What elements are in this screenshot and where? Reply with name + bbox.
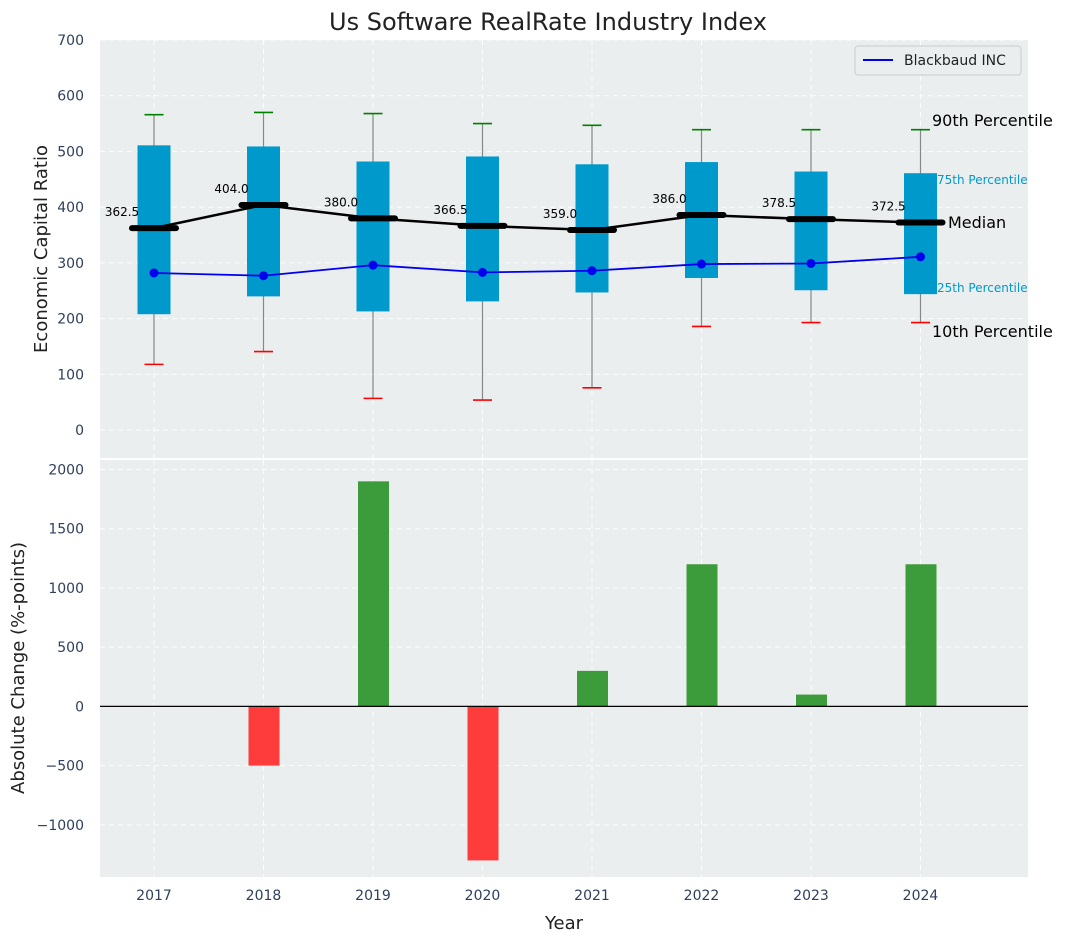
median-value-labels: 362.5 404.0 380.0 366.5 359.0 386.0 378.5 372.5 [105,182,906,221]
change-bar [905,564,937,707]
bottom-y-tick-label: −500 [46,759,84,775]
x-tick-label: 2024 [903,888,939,904]
bottom-y-axis-label: Absolute Change (%-points) [8,542,29,794]
x-tick-label: 2018 [246,888,282,904]
top-y-tick-label: 0 [75,423,84,439]
series-line [153,255,921,277]
median-value-label: 359.0 [543,207,577,221]
x-ticks: 2017 2018 2019 2020 2021 2022 2023 2024 [136,888,938,904]
p25-annotation: 25th Percentile [937,281,1028,295]
change-bar [358,481,389,707]
top-y-tick-label: 200 [57,312,84,328]
median-value-label: 380.0 [324,195,358,209]
series-point [916,252,925,262]
bottom-y-tick-label: 0 [75,699,84,715]
box-iqr [356,161,390,312]
box-iqr [685,162,718,278]
bottom-y-tick-label: −1000 [37,818,84,834]
p10-annotation: 10th Percentile [932,322,1053,341]
median-value-label: 386.0 [652,192,686,206]
series-point [368,260,378,270]
change-bar [467,706,499,861]
median-value-label: 366.5 [433,203,467,217]
top-y-tick-label: 700 [57,33,84,49]
median-value-label: 362.5 [105,205,139,219]
top-y-tick-label: 600 [57,89,84,105]
chart-title: Us Software RealRate Industry Index [329,8,767,36]
bottom-y-tick-label: 1500 [48,522,84,538]
change-bar [796,694,827,707]
median-annotation: Median [948,213,1006,232]
top-y-tick-label: 500 [57,144,84,160]
x-tick-label: 2022 [684,888,720,904]
box-iqr [904,173,937,295]
series-blackbaud [149,252,925,281]
series-point [259,271,268,281]
x-tick-label: 2019 [355,888,391,904]
bottom-y-tick-label: 500 [57,640,84,656]
top-y-tick-label: 300 [57,256,84,272]
median-line [129,201,946,234]
box-iqr [794,171,828,291]
bottom-y-tick-label: 1000 [48,581,84,597]
change-bars [248,481,937,861]
top-y-ticks: 0 100 200 300 400 500 600 700 [57,33,84,439]
series-point [697,259,706,269]
legend-label: Blackbaud INC [904,53,1006,69]
series-point [478,267,487,277]
x-tick-label: 2023 [793,888,829,904]
bottom-y-ticks: −1000 −500 0 500 1000 1500 2000 [37,462,84,833]
top-y-tick-label: 100 [57,367,84,383]
median-value-label: 378.5 [762,196,796,210]
top-y-axis-label: Economic Capital Ratio [31,145,52,353]
series-point [587,266,597,276]
legend-box [854,45,1022,76]
x-tick-label: 2021 [574,888,610,904]
box-iqr [466,156,499,302]
change-bar [577,670,608,707]
top-y-tick-label: 400 [57,200,84,216]
x-axis-label: Year [544,913,584,934]
median-value-label: 404.0 [214,182,248,196]
legend: Blackbaud INC [854,45,1022,76]
bottom-y-tick-label: 2000 [48,462,84,478]
median-value-label: 372.5 [871,200,905,214]
x-tick-label: 2017 [136,888,172,904]
p75-annotation: 75th Percentile [937,173,1028,187]
change-bar [248,706,280,766]
top-panel-background [100,40,1028,458]
series-point [149,268,159,278]
series-point [806,258,816,268]
change-bar [686,564,718,707]
p90-annotation: 90th Percentile [932,111,1053,130]
bottom-panel-background [100,460,1028,877]
x-tick-label: 2020 [465,888,501,904]
